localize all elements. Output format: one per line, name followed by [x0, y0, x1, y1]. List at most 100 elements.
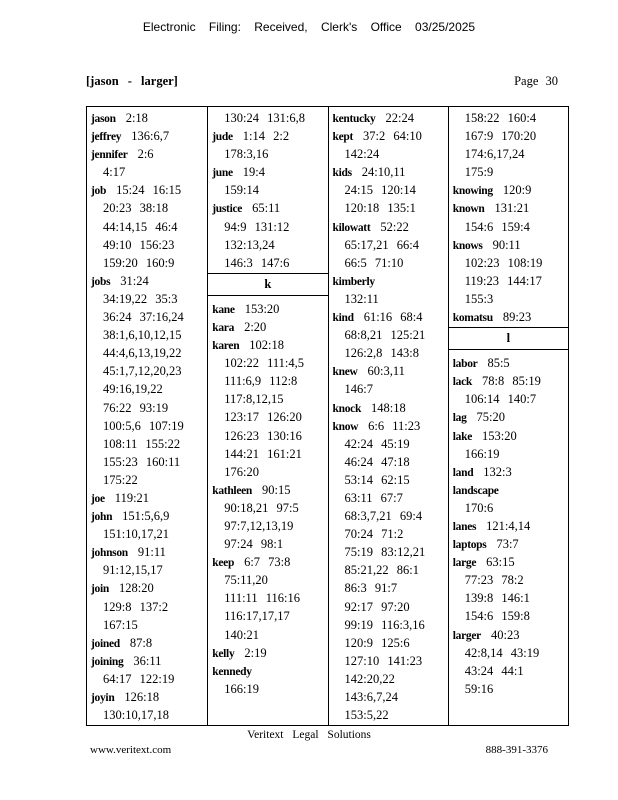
index-entry: 130:24 131:6,8: [208, 109, 327, 127]
page-line-refs: 37:2 64:10: [363, 129, 422, 144]
index-entry: joining 36:11: [87, 652, 207, 670]
index-entry-continuation: 38:1,6,10,12,15: [87, 326, 207, 344]
index-entry-continuation: 44:14,15 46:4: [87, 218, 207, 236]
index-entry: lanes 121:4,14: [449, 517, 568, 535]
index-entry: knowing 120:9: [449, 181, 568, 199]
page-line-refs: 119:21: [114, 490, 150, 505]
page-line-refs: 142:20,22: [344, 671, 395, 686]
index-entry-continuation: 120:9 125:6: [329, 634, 448, 652]
page-line-refs: 132:13,24: [224, 237, 275, 252]
page-line-refs: 175:9: [464, 165, 494, 180]
page-line-refs: 6:6 11:23: [368, 418, 421, 433]
index-entry: kathleen 90:15: [208, 481, 327, 499]
page-line-refs: 166:19: [464, 446, 500, 461]
index-entry: larger 40:23: [449, 626, 568, 644]
page-line-refs: 77:23 78:2: [464, 573, 524, 588]
page-line-refs: 42:24 45:19: [344, 436, 410, 451]
index-column-2: 130:24 131:6,8 jude 1:14 2:2 178:3,16 june 19…: [207, 107, 328, 725]
index-term: knock: [332, 402, 362, 415]
index-term: justice: [212, 203, 243, 216]
page-line-refs: 70:24 71:2: [344, 527, 404, 542]
index-entry-continuation: 116:17,17,17: [208, 607, 327, 625]
index-entry: justice 65:11: [208, 199, 327, 217]
index-entry-continuation: 49:16,19,22: [87, 380, 207, 398]
index-term: land: [452, 466, 474, 479]
index-term: kennedy: [212, 665, 252, 678]
page-line-refs: 144:21 161:21: [224, 446, 302, 461]
footer-website: www.veritext.com: [90, 744, 172, 756]
index-entry-continuation: 42:24 45:19: [329, 435, 448, 453]
index-entry-continuation: 99:19 116:3,16: [329, 616, 448, 634]
index-entry-continuation: 126:2,8 143:8: [329, 344, 448, 362]
index-term: landscape: [452, 484, 499, 497]
page-line-refs: 19:4: [242, 165, 266, 180]
index-term: joining: [91, 655, 124, 668]
index-entry-continuation: 139:8 146:1: [449, 589, 568, 607]
index-entry: kelly 2:19: [208, 644, 327, 662]
index-entry: kara 2:20: [208, 318, 327, 336]
index-entry-continuation: 43:24 44:1: [449, 662, 568, 680]
index-entry: karen 102:18: [208, 336, 327, 354]
index-entry-continuation: 159:14: [208, 181, 327, 199]
page-line-refs: 34:19,22 35:3: [103, 291, 178, 306]
index-entry-continuation: 46:24 47:18: [329, 453, 448, 471]
index-entry-continuation: 44:4,6,13,19,22: [87, 344, 207, 362]
index-entry-continuation: 126:23 130:16: [208, 427, 327, 445]
index-entry-continuation: 4:17: [87, 163, 207, 181]
filing-stamp: Electronic Filing: Received, Clerk's Off…: [142, 20, 476, 34]
index-term: join: [91, 583, 109, 596]
index-entry-continuation: 154:6 159:4: [449, 218, 568, 236]
page-line-refs: 63:11 67:7: [344, 490, 403, 505]
index-entry: knock 148:18: [329, 399, 448, 417]
index-entry-continuation: 76:22 93:19: [87, 399, 207, 417]
index-entry-continuation: 94:9 131:12: [208, 218, 327, 236]
page-line-refs: 106:14 140:7: [464, 392, 537, 407]
page-line-refs: 4:17: [103, 165, 126, 180]
index-entry: lack 78:8 85:19: [449, 372, 568, 390]
page-line-refs: 166:19: [224, 681, 259, 696]
index-entry-continuation: 45:1,7,12,20,23: [87, 362, 207, 380]
index-entry: 158:22 160:4: [449, 109, 568, 127]
page-line-refs: 127:10 141:23: [344, 653, 423, 668]
index-entry-continuation: 120:18 135:1: [329, 199, 448, 217]
index-term: jeffrey: [91, 131, 122, 144]
index-entry: kennedy: [208, 662, 327, 680]
index-entry-continuation: 119:23 144:17: [449, 272, 568, 290]
index-term: know: [332, 420, 359, 433]
index-entry-continuation: 132:11: [329, 290, 448, 308]
page-line-refs: 31:24: [120, 273, 149, 288]
page-line-refs: 123:17 126:20: [224, 410, 302, 425]
index-term: laptops: [452, 539, 487, 552]
index-entry-continuation: 166:19: [208, 680, 327, 698]
page-line-refs: 120:9: [502, 183, 532, 198]
page-line-refs: 53:14 62:15: [344, 472, 410, 487]
index-entry: land 132:3: [449, 463, 568, 481]
index-entry: joyin 126:18: [87, 688, 207, 706]
page-line-refs: 97:24 98:1: [224, 537, 284, 552]
index-term: kids: [332, 167, 353, 180]
page-line-refs: 20:23 38:18: [103, 201, 169, 216]
index-entry-continuation: 65:17,21 66:4: [329, 236, 448, 254]
index-entry-continuation: 175:9: [449, 163, 568, 181]
index-term: joe: [91, 492, 105, 505]
index-term: kathleen: [212, 484, 253, 497]
index-entry-continuation: 130:10,17,18: [87, 706, 207, 724]
index-entry-continuation: 167:9 170:20: [449, 127, 568, 145]
page-line-refs: 65:11: [252, 201, 281, 216]
index-entry-continuation: 66:5 71:10: [329, 254, 448, 272]
index-entry: jude 1:14 2:2: [208, 127, 327, 145]
page-line-refs: 154:6 159:4: [464, 219, 530, 234]
index-entry-continuation: 106:14 140:7: [449, 390, 568, 408]
page-line-refs: 174:6,17,24: [464, 147, 525, 162]
index-entry: knows 90:11: [449, 236, 568, 254]
page-line-refs: 167:9 170:20: [464, 129, 537, 144]
index-entry-continuation: 111:11 116:16: [208, 589, 327, 607]
page-line-refs: 44:4,6,13,19,22: [103, 346, 182, 361]
page-line-refs: 36:24 37:16,24: [103, 310, 184, 325]
index-term: john: [91, 511, 113, 524]
page-line-refs: 73:7: [496, 537, 519, 552]
index-entry-continuation: 49:10 156:23: [87, 236, 207, 254]
index-entry: kids 24:10,11: [329, 163, 448, 181]
page-line-refs: 121:4,14: [486, 518, 531, 533]
word-index-grid: jason 2:18 jeffrey 136:6,7 jennifer 2:6 4:17 jo…: [86, 106, 569, 726]
